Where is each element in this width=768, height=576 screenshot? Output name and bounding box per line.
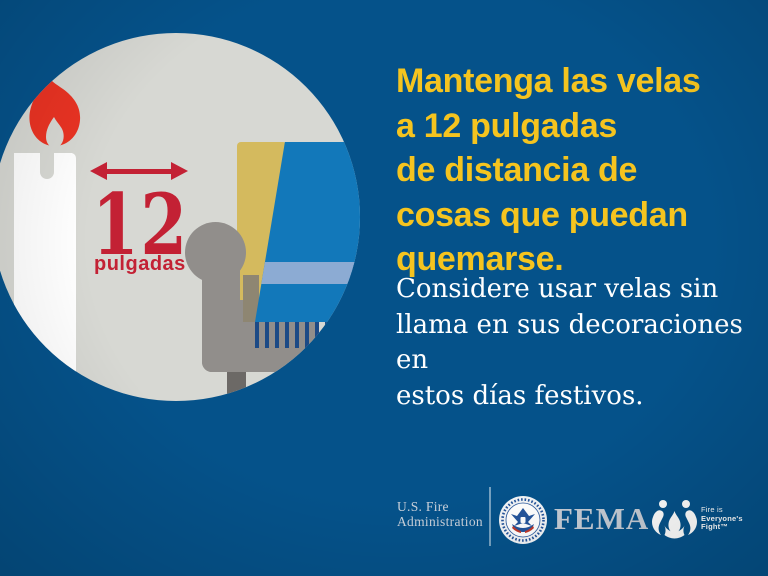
candle-icon (14, 153, 76, 401)
measurement-unit: pulgadas (94, 253, 186, 275)
headline: Mantenga las velas a 12 pulgadas de dist… (396, 59, 756, 282)
fire-is-everyones-fight-label: Fire is Everyone's Fight™ (701, 505, 743, 532)
footer-logo-bar: U.S. Fire Administration FEMA (0, 480, 768, 576)
fief-line1: Fire is (701, 505, 723, 514)
arrow-shaft (104, 168, 174, 174)
candle-wax-drip (58, 153, 72, 188)
illustration-circle: 12 pulgadas (0, 33, 360, 401)
dhs-seal-icon (499, 496, 547, 544)
usfa-line2: Administration (397, 513, 483, 529)
measurement-value: 12 (92, 175, 189, 274)
body-line: Considere usar velas sin (396, 274, 719, 304)
body-line: estos días festivos. (396, 380, 644, 411)
headline-line: quemarse. (396, 240, 564, 278)
armchair-leg (227, 372, 246, 401)
headline-line: cosas que puedan (396, 195, 688, 234)
body-copy: Considere usar velas sin llama en sus de… (396, 272, 761, 414)
blanket-stripe (255, 262, 360, 284)
distance-arrow-icon (90, 162, 188, 180)
footer-divider (489, 487, 491, 546)
blanket-shadow-fold (243, 275, 259, 322)
fief-line3: Fight™ (701, 522, 729, 531)
flame-icon (29, 75, 81, 147)
headline-line: a 12 pulgadas (396, 106, 617, 145)
usfa-wordmark: U.S. Fire Administration (397, 499, 483, 529)
headline-line: de distancia de (396, 151, 638, 189)
headline-line: Mantenga las velas (396, 62, 701, 100)
fief-line2: Everyone's (701, 513, 743, 523)
armchair-arm-column (202, 252, 240, 372)
arrowhead-right (171, 162, 188, 180)
fema-wordmark: FEMA (554, 501, 650, 536)
candle-wax-notch (40, 150, 54, 179)
candle-wax-drip (14, 153, 32, 183)
fire-is-everyones-fight-icon (652, 500, 697, 539)
blanket-fringe (255, 322, 331, 348)
body-line: llama en sus decoraciones en (396, 309, 743, 376)
usfa-line1: U.S. Fire (397, 499, 449, 514)
arrowhead-left (90, 162, 107, 180)
